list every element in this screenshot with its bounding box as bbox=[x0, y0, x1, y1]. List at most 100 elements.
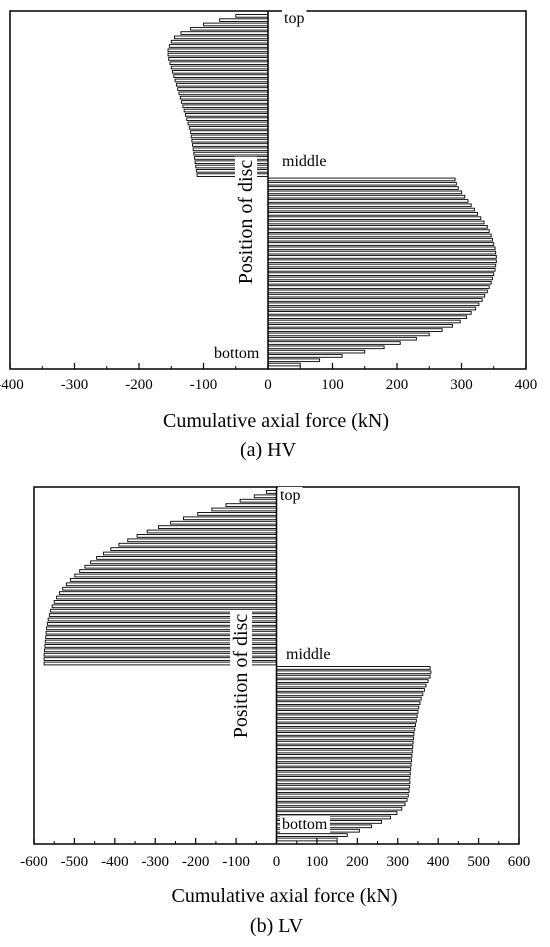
x-tick-label: 300 bbox=[450, 377, 473, 393]
bar-43 bbox=[267, 194, 466, 199]
x-tick-label: 100 bbox=[306, 854, 329, 870]
bar-6 bbox=[174, 35, 269, 40]
bar-16 bbox=[96, 556, 277, 560]
x-ticks-lv: -600 -500 -400 -300 -200 -100 0 100 200 300 400 500… bbox=[20, 838, 530, 870]
x-tick-label: 200 bbox=[346, 854, 369, 870]
bar-66 bbox=[267, 293, 486, 298]
bar-5 bbox=[180, 31, 269, 35]
bar-56 bbox=[267, 250, 497, 255]
bar-73 bbox=[276, 806, 403, 811]
bar-21 bbox=[69, 578, 277, 582]
bar-6 bbox=[197, 512, 277, 516]
panel-caption-hv: (a) HV bbox=[240, 439, 297, 461]
bar-3 bbox=[239, 498, 277, 503]
bar-24 bbox=[59, 591, 277, 595]
bar-70 bbox=[267, 311, 472, 315]
bar-55 bbox=[267, 246, 496, 251]
bar-19 bbox=[79, 569, 277, 573]
bar-64 bbox=[267, 285, 490, 289]
bar-68 bbox=[276, 784, 410, 789]
x-tick-label: 400 bbox=[427, 854, 450, 870]
bar-71 bbox=[267, 315, 468, 319]
bar-62 bbox=[267, 276, 493, 281]
bar-16 bbox=[174, 78, 269, 83]
y-axis-label-bg-lv bbox=[230, 610, 252, 742]
bar-12 bbox=[169, 61, 269, 66]
bar-46 bbox=[276, 688, 425, 692]
bar-79 bbox=[276, 833, 348, 837]
bar-68 bbox=[267, 302, 480, 307]
bar-43 bbox=[276, 674, 431, 679]
plot-frame-lv bbox=[33, 486, 520, 845]
bar-69 bbox=[267, 306, 477, 311]
bar-72 bbox=[276, 802, 406, 807]
bar-26 bbox=[53, 600, 277, 604]
bar-8 bbox=[168, 44, 269, 48]
x-tick-label: 300 bbox=[387, 854, 410, 870]
bar-42 bbox=[276, 670, 432, 675]
bar-59 bbox=[276, 745, 414, 749]
x-tick-label: 100 bbox=[321, 377, 344, 393]
x-tick-label: -500 bbox=[61, 854, 89, 870]
bar-47 bbox=[276, 692, 424, 697]
bar-19 bbox=[178, 91, 269, 96]
bar-53 bbox=[267, 237, 493, 242]
annotation-bg-top-lv bbox=[278, 487, 303, 504]
bar-4 bbox=[190, 26, 269, 31]
bar-49 bbox=[267, 220, 485, 225]
bar-69 bbox=[276, 789, 410, 793]
annotation-bottom-lv: bottom bbox=[282, 816, 328, 833]
bar-4 bbox=[225, 503, 277, 507]
annotation-bg-top-hv bbox=[282, 10, 307, 27]
bar-52 bbox=[276, 714, 418, 719]
bar-71 bbox=[276, 798, 408, 802]
bar-39 bbox=[267, 177, 456, 182]
bar-48 bbox=[276, 696, 422, 701]
bar-17 bbox=[90, 560, 277, 565]
bar-50 bbox=[276, 705, 420, 710]
bar-66 bbox=[276, 776, 411, 780]
bar-27 bbox=[188, 125, 269, 130]
bar-57 bbox=[267, 255, 497, 259]
bar-10 bbox=[146, 529, 277, 534]
bar-63 bbox=[276, 762, 412, 767]
bar-26 bbox=[187, 121, 269, 126]
bar-45 bbox=[276, 683, 427, 688]
bar-67 bbox=[267, 298, 483, 302]
bar-15 bbox=[173, 74, 269, 78]
bar-9 bbox=[167, 48, 269, 53]
bar-41 bbox=[267, 186, 459, 190]
panel-caption-lv: (b) LV bbox=[250, 915, 304, 937]
bar-32 bbox=[192, 147, 269, 152]
bar-24 bbox=[184, 113, 269, 117]
x-tick-label: 0 bbox=[264, 377, 272, 393]
bar-67 bbox=[276, 780, 411, 785]
bar-5 bbox=[211, 507, 277, 512]
annotation-middle-hv: middle bbox=[282, 153, 326, 170]
x-tick-label: -400 bbox=[0, 377, 24, 393]
bar-31 bbox=[192, 143, 269, 147]
y-axis-label-bg-hv bbox=[235, 156, 257, 288]
bar-50 bbox=[267, 224, 488, 229]
x-tick-label: -100 bbox=[222, 854, 250, 870]
bar-61 bbox=[276, 754, 413, 758]
annotation-top-hv: top bbox=[284, 10, 304, 27]
bar-79 bbox=[267, 349, 366, 354]
bar-40 bbox=[267, 181, 457, 186]
bar-14 bbox=[172, 70, 269, 74]
bar-62 bbox=[276, 758, 412, 763]
bar-33 bbox=[193, 151, 269, 156]
bar-7 bbox=[170, 39, 269, 44]
bar-44 bbox=[276, 679, 429, 683]
bar-37 bbox=[195, 169, 269, 173]
bar-63 bbox=[267, 280, 492, 285]
bar-76 bbox=[267, 336, 417, 341]
bar-13 bbox=[118, 542, 277, 547]
bar-11 bbox=[136, 534, 277, 538]
bar-18 bbox=[84, 564, 277, 569]
bar-29 bbox=[190, 134, 269, 139]
bar-49 bbox=[276, 701, 421, 705]
x-tick-label: -400 bbox=[101, 854, 129, 870]
bar-21 bbox=[181, 100, 269, 104]
x-tick-label: -300 bbox=[61, 377, 89, 393]
